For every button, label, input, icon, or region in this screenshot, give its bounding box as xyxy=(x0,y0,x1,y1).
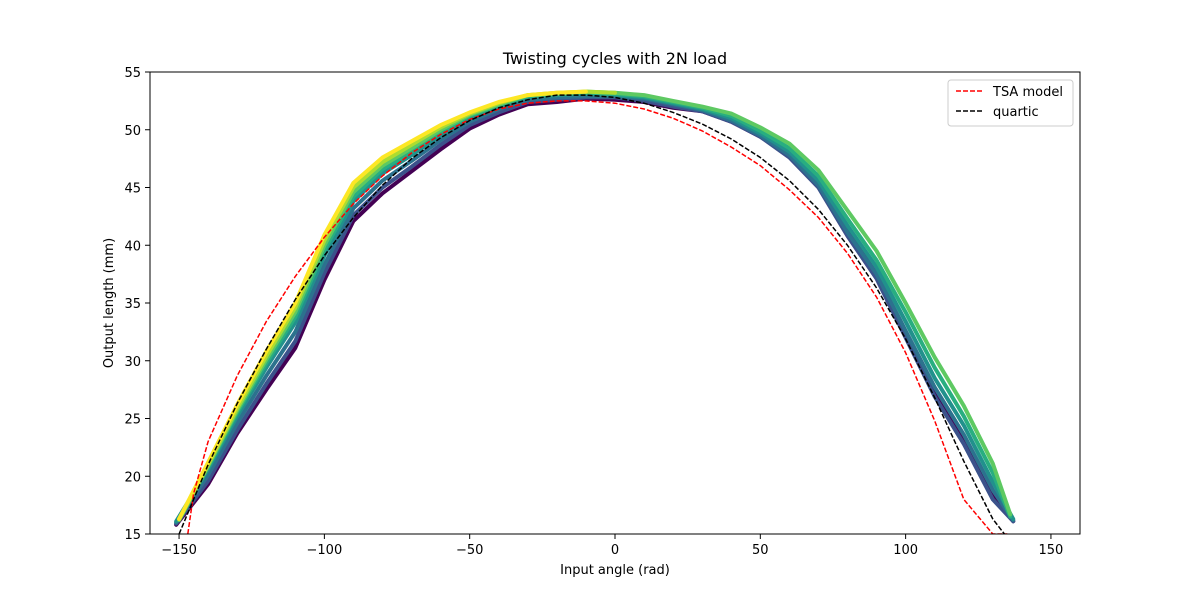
chart-title: Twisting cycles with 2N load xyxy=(502,49,727,68)
x-axis: −150 −100 −50 0 50 100 150 xyxy=(161,534,1063,558)
legend-label: quartic xyxy=(993,105,1039,120)
legend: TSA model quartic xyxy=(947,79,1074,127)
x-tick-label: −50 xyxy=(456,543,483,558)
y-axis: 15 20 25 30 35 40 45 50 55 xyxy=(124,66,150,543)
y-tick-label: 50 xyxy=(124,124,141,139)
y-tick-label: 15 xyxy=(124,528,141,543)
y-tick-label: 55 xyxy=(124,66,141,81)
tsa-model-line xyxy=(187,100,1008,534)
x-tick-label: 150 xyxy=(1039,543,1064,558)
y-tick-label: 25 xyxy=(124,413,141,428)
y-axis-label: Output length (mm) xyxy=(102,238,117,368)
x-tick-label: 50 xyxy=(752,543,769,558)
y-tick-label: 40 xyxy=(124,239,141,254)
x-tick-label: −100 xyxy=(307,543,343,558)
model-lines xyxy=(178,94,1008,534)
x-tick-label: −150 xyxy=(161,543,197,558)
y-tick-label: 20 xyxy=(124,470,141,485)
x-tick-label: 0 xyxy=(611,543,619,558)
quartic-line xyxy=(178,94,1005,534)
y-tick-label: 30 xyxy=(124,355,141,370)
y-tick-label: 45 xyxy=(124,182,141,197)
x-axis-label: Input angle (rad) xyxy=(560,563,670,578)
x-tick-label: 100 xyxy=(893,543,918,558)
legend-label: TSA model xyxy=(992,85,1063,100)
y-tick-label: 35 xyxy=(124,297,141,312)
